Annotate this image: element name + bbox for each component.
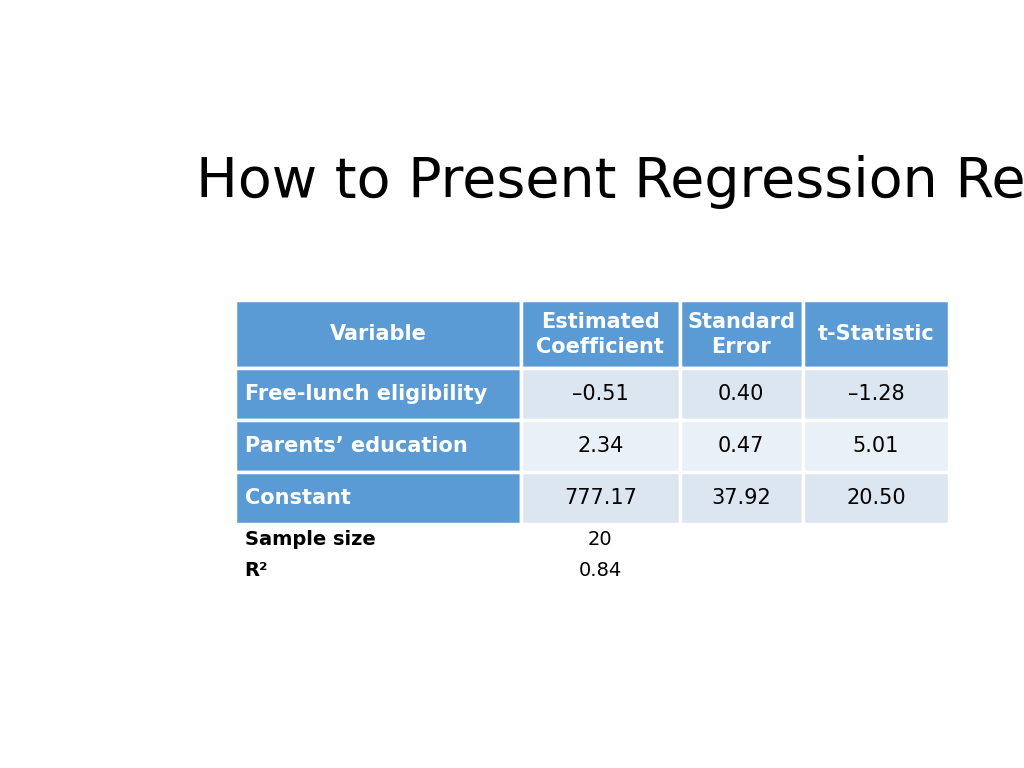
Text: –0.51: –0.51 [571,384,629,404]
FancyBboxPatch shape [236,420,521,472]
Text: R²: R² [245,561,268,580]
FancyBboxPatch shape [803,472,949,525]
FancyBboxPatch shape [803,300,949,369]
FancyBboxPatch shape [236,300,521,369]
FancyBboxPatch shape [680,420,803,472]
Text: 20: 20 [588,531,612,549]
Text: Constant: Constant [245,488,350,508]
Text: 2.34: 2.34 [577,436,624,456]
FancyBboxPatch shape [680,300,803,369]
Text: t-Statistic: t-Statistic [817,324,934,344]
Text: 0.40: 0.40 [718,384,764,404]
Text: Standard
Error: Standard Error [687,312,795,356]
Text: –1.28: –1.28 [848,384,904,404]
Text: Free-lunch eligibility: Free-lunch eligibility [245,384,486,404]
FancyBboxPatch shape [803,420,949,472]
Text: Parents’ education: Parents’ education [245,436,467,456]
Text: 777.17: 777.17 [564,488,637,508]
Text: Estimated
Coefficient: Estimated Coefficient [537,312,665,356]
Text: 20.50: 20.50 [846,488,906,508]
FancyBboxPatch shape [680,472,803,525]
Text: How to Present Regression Results 2: How to Present Regression Results 2 [197,155,1024,210]
FancyBboxPatch shape [521,300,680,369]
FancyBboxPatch shape [803,369,949,420]
FancyBboxPatch shape [680,369,803,420]
FancyBboxPatch shape [236,472,521,525]
Text: 5.01: 5.01 [853,436,899,456]
Text: Variable: Variable [330,324,426,344]
FancyBboxPatch shape [521,369,680,420]
FancyBboxPatch shape [521,472,680,525]
Text: 37.92: 37.92 [712,488,771,508]
FancyBboxPatch shape [521,420,680,472]
Text: 0.47: 0.47 [718,436,764,456]
Text: 0.84: 0.84 [579,561,622,580]
FancyBboxPatch shape [236,369,521,420]
Text: Sample size: Sample size [245,531,376,549]
